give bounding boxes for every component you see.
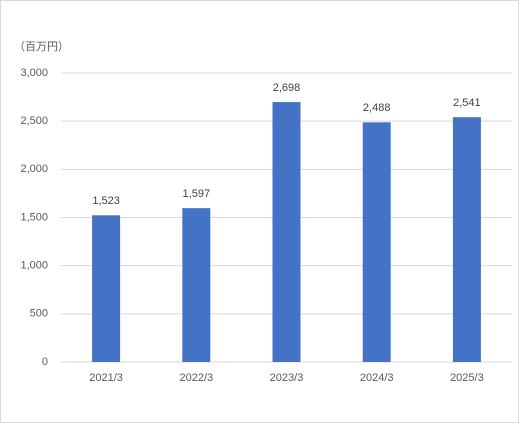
x-tick-label: 2024/3 [360, 372, 394, 384]
bar [92, 215, 121, 362]
x-tick-label: 2023/3 [270, 372, 304, 384]
bar [362, 122, 391, 363]
bar [182, 208, 211, 362]
data-label: 2,698 [273, 82, 301, 94]
x-tick-label: 2022/3 [179, 372, 213, 384]
y-tick-label: 1,000 [20, 260, 48, 272]
y-tick-label: 0 [42, 356, 48, 368]
y-tick-label: 1,500 [20, 211, 48, 223]
y-tick-label: 500 [30, 308, 48, 320]
y-tick-label: 2,500 [20, 115, 48, 127]
data-label: 1,523 [92, 195, 120, 207]
data-label: 1,597 [183, 188, 211, 200]
y-tick-label: 3,000 [20, 67, 48, 79]
y-tick-label: 2,000 [20, 163, 48, 175]
x-tick-label: 2025/3 [450, 372, 484, 384]
data-label: 2,488 [363, 102, 391, 114]
y-unit-label: （百万円） [14, 40, 69, 53]
data-label: 2,541 [453, 97, 481, 109]
x-tick-label: 2021/3 [89, 372, 123, 384]
bar [272, 102, 301, 363]
bar [452, 117, 481, 362]
